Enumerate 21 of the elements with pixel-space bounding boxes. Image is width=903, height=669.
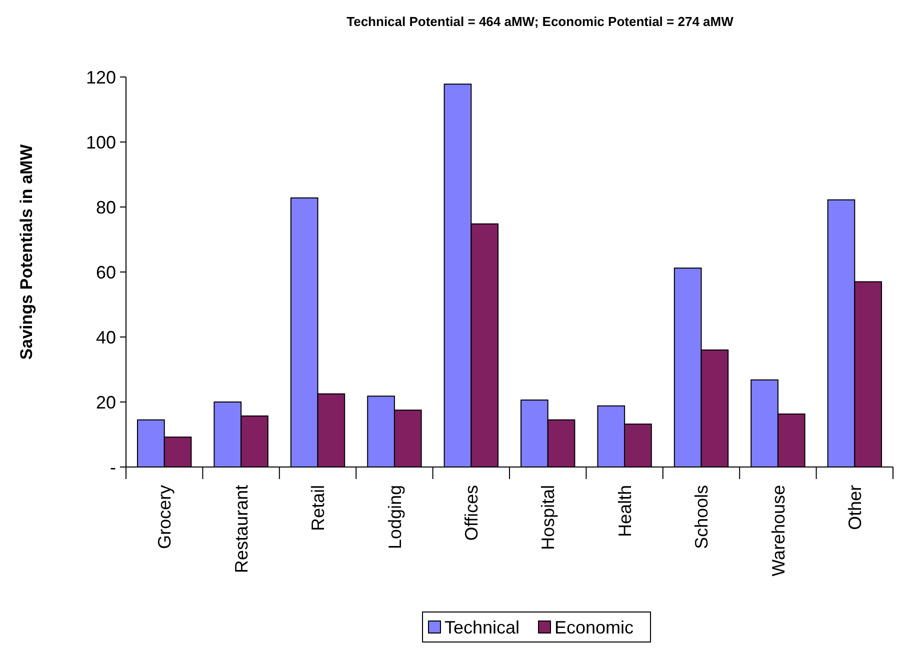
x-tick-label: Grocery xyxy=(154,485,175,550)
x-tick-label: Offices xyxy=(461,485,482,541)
y-tick-label: 20 xyxy=(96,392,116,412)
y-tick-label: 120 xyxy=(86,67,116,88)
y-tick-label: 40 xyxy=(96,327,116,348)
y-axis-title: Savings Potentials in aMW xyxy=(17,143,36,360)
y-tick-label: 100 xyxy=(86,132,116,152)
y-tick-label: 80 xyxy=(96,197,116,218)
chart-title: Technical Potential = 464 aMW; Economic Potential = 274 aMW xyxy=(346,14,734,29)
y-tick-label: 60 xyxy=(96,262,116,282)
legend-label: Technical xyxy=(444,617,520,638)
x-tick-label: Warehouse xyxy=(768,485,788,576)
x-tick-label: Retail xyxy=(308,485,328,532)
x-tick-label: Health xyxy=(614,485,635,538)
y-tick-label: - xyxy=(110,457,116,478)
x-tick-label: Restaurant xyxy=(231,485,252,574)
x-tick-label: Other xyxy=(844,485,865,530)
x-tick-label: Schools xyxy=(692,485,712,550)
x-tick-label: Hospital xyxy=(538,485,558,550)
x-tick-label: Lodging xyxy=(384,485,405,550)
legend-label: Economic xyxy=(554,617,634,638)
